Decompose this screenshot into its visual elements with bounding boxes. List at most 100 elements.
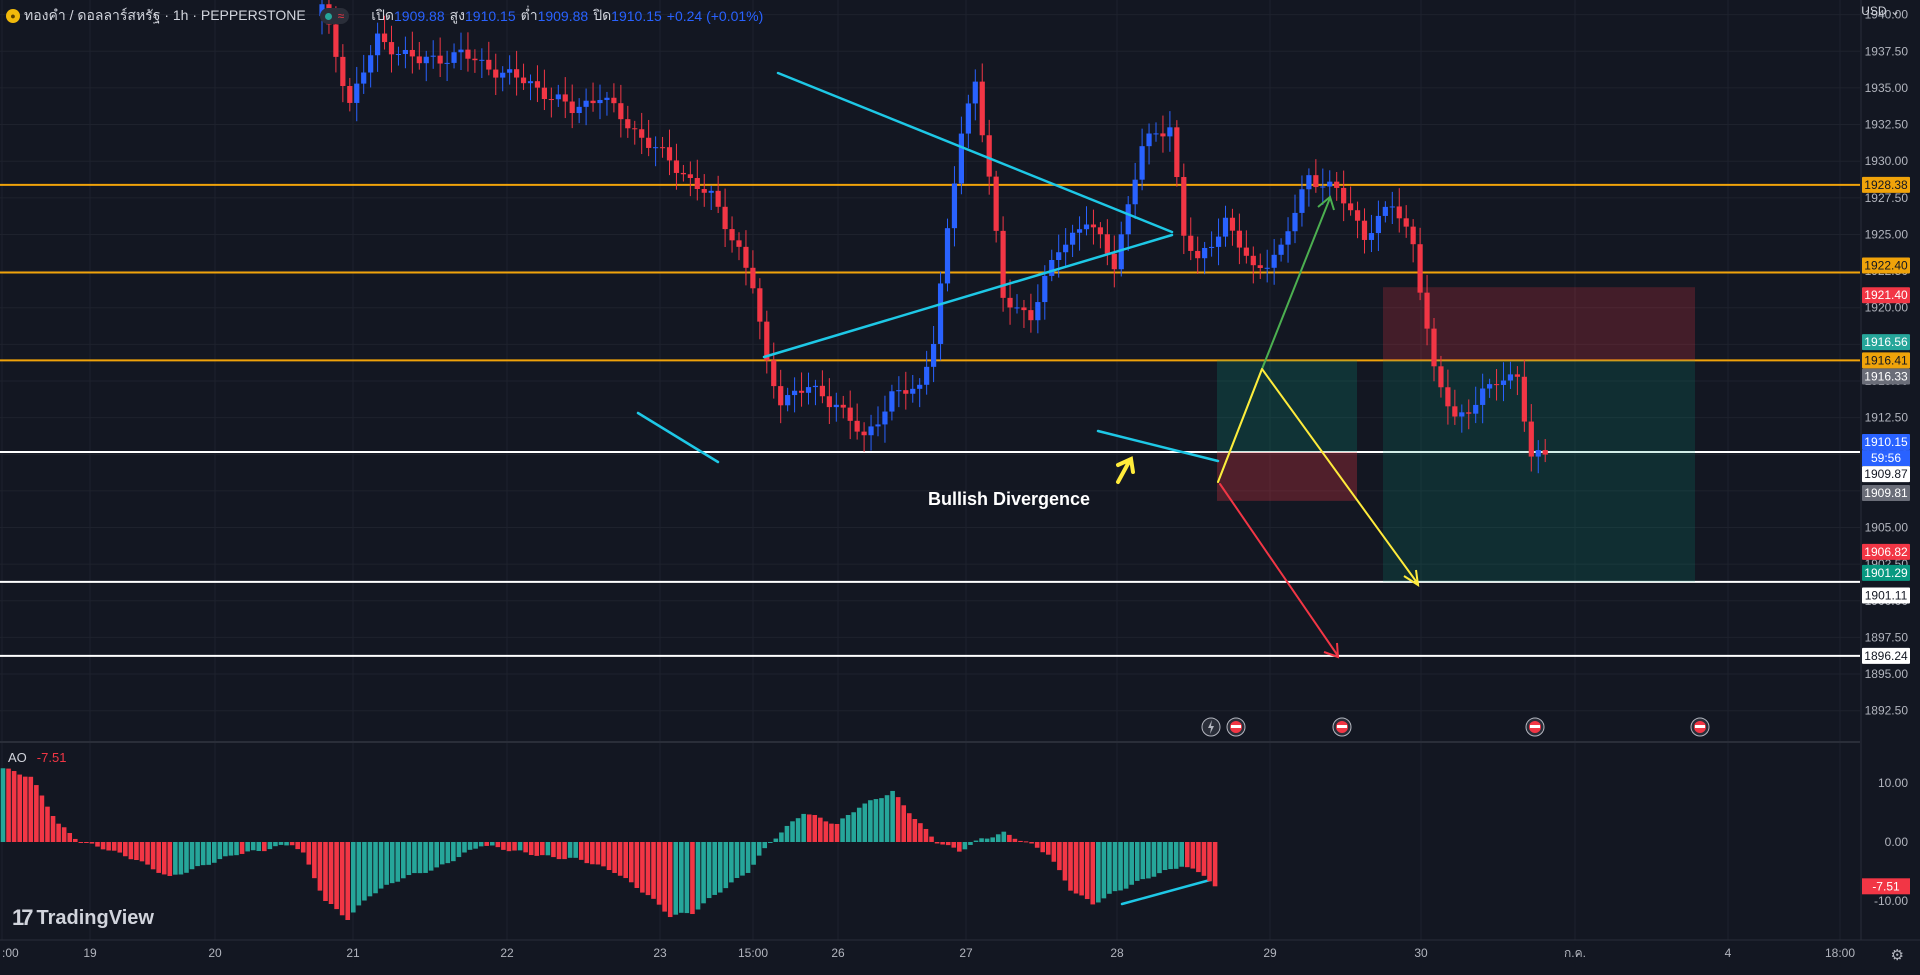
price-label-text: 1916.41 bbox=[1864, 353, 1908, 367]
price-label-text: 1901.11 bbox=[1865, 589, 1908, 603]
candle-body bbox=[604, 97, 610, 100]
price-label-text: 1906.82 bbox=[1864, 545, 1908, 559]
ao-bar bbox=[762, 842, 768, 849]
candle bbox=[924, 350, 930, 395]
price-tick-label: 1927.50 bbox=[1865, 191, 1909, 205]
open-value: 1909.88 bbox=[394, 8, 445, 24]
candle bbox=[354, 66, 360, 122]
candle bbox=[798, 372, 805, 407]
settings-gear-icon[interactable]: ⚙ bbox=[1890, 947, 1904, 964]
candle bbox=[701, 174, 707, 207]
price-label-text: 1901.29 bbox=[1864, 566, 1908, 580]
candle bbox=[1090, 209, 1097, 245]
candle bbox=[819, 370, 825, 404]
ao-tick-label: -10.00 bbox=[1874, 894, 1908, 908]
price-label-1901-11: 1901.11 bbox=[1862, 587, 1910, 604]
ao-bar bbox=[517, 842, 523, 851]
symbol-legend: ● ทองคำ / ดอลลาร์สหรัฐ · 1h · PEPPERSTON… bbox=[6, 6, 763, 26]
ao-bar bbox=[729, 842, 734, 883]
ao-current-label: -7.51 bbox=[1872, 879, 1900, 893]
price-label-text: 1922.40 bbox=[1864, 259, 1908, 273]
symbol-title[interactable]: ทองคำ / ดอลลาร์สหรัฐ · 1h · PEPPERSTONE bbox=[24, 7, 306, 23]
ao-bar bbox=[706, 842, 712, 899]
candle bbox=[840, 395, 846, 419]
candle-body bbox=[1278, 244, 1284, 255]
ao-legend[interactable]: AO -7.51 bbox=[8, 750, 66, 765]
ao-bar bbox=[245, 842, 250, 852]
candle-body bbox=[951, 183, 958, 229]
candle bbox=[1222, 205, 1229, 247]
price-label-1922-40: 1922.40 bbox=[1862, 257, 1910, 274]
candle bbox=[673, 143, 680, 190]
candle-body bbox=[666, 147, 673, 161]
event-marker-stripe bbox=[1695, 725, 1705, 728]
ao-bar bbox=[284, 842, 289, 846]
ao-bar bbox=[634, 842, 640, 888]
bullish-divergence-label[interactable]: Bullish Divergence bbox=[928, 489, 1091, 509]
candle-body bbox=[1500, 380, 1507, 385]
candle-body bbox=[1007, 297, 1013, 308]
candle-body bbox=[659, 147, 666, 149]
candles bbox=[319, 0, 1548, 474]
flag-event-icon[interactable] bbox=[1332, 717, 1352, 737]
ao-bar bbox=[545, 842, 551, 856]
candle bbox=[1097, 222, 1103, 249]
flag-event-icon[interactable] bbox=[1690, 717, 1710, 737]
ao-bar bbox=[1118, 842, 1123, 891]
ao-bar bbox=[801, 813, 806, 842]
ao-bar bbox=[962, 842, 968, 850]
tradingview-logo[interactable]: 17 TradingView bbox=[12, 905, 154, 931]
ao-bar bbox=[695, 842, 701, 910]
candle bbox=[1070, 224, 1076, 257]
candle-body bbox=[743, 246, 749, 268]
candle bbox=[423, 50, 429, 82]
ao-bar bbox=[117, 842, 123, 853]
currency-selector[interactable]: USD ⌄ bbox=[1861, 4, 1900, 18]
candle-body bbox=[1445, 387, 1451, 407]
candle bbox=[604, 91, 610, 116]
candle bbox=[1445, 369, 1451, 425]
candle bbox=[590, 82, 596, 112]
position-zones bbox=[1217, 287, 1695, 582]
candle-body bbox=[1348, 203, 1354, 211]
ao-bar bbox=[840, 818, 845, 842]
candle-body bbox=[1174, 127, 1180, 178]
arrow-head-down bbox=[1323, 642, 1340, 659]
market-status-badge[interactable]: ≈ bbox=[319, 8, 350, 24]
ao-bar bbox=[495, 842, 501, 848]
candle bbox=[1487, 378, 1493, 398]
candle-body bbox=[1473, 404, 1479, 414]
ao-bar bbox=[623, 842, 629, 879]
candle bbox=[792, 377, 798, 413]
candle-body bbox=[1493, 384, 1500, 386]
price-tick-label: 1897.50 bbox=[1865, 630, 1909, 644]
candle bbox=[1528, 404, 1534, 472]
ao-bar bbox=[945, 842, 951, 846]
ao-bar bbox=[456, 842, 462, 858]
ao-bar bbox=[895, 797, 901, 842]
candle bbox=[1014, 294, 1020, 314]
candle-body bbox=[1480, 388, 1486, 405]
candle-body bbox=[1104, 234, 1110, 254]
candle-body bbox=[673, 160, 680, 173]
ao-bar bbox=[512, 842, 517, 851]
candle-body bbox=[847, 407, 853, 421]
candle bbox=[534, 65, 541, 103]
flag-event-icon[interactable] bbox=[1525, 717, 1545, 737]
candle-body bbox=[1368, 233, 1375, 240]
candle-body bbox=[1417, 244, 1423, 293]
ao-bar bbox=[1029, 842, 1034, 844]
lightning-event-icon[interactable] bbox=[1201, 717, 1221, 737]
projection-up-2 bbox=[1261, 197, 1331, 370]
ao-bar bbox=[1068, 842, 1073, 891]
ao-bar bbox=[1023, 841, 1029, 843]
candle-body bbox=[1285, 231, 1291, 245]
ao-bar bbox=[200, 842, 206, 866]
ao-bar bbox=[323, 842, 328, 901]
candle bbox=[507, 55, 513, 85]
ao-bar bbox=[239, 842, 245, 854]
candle bbox=[639, 112, 645, 155]
candle-body bbox=[1188, 235, 1194, 251]
flag-event-icon[interactable] bbox=[1226, 717, 1246, 737]
